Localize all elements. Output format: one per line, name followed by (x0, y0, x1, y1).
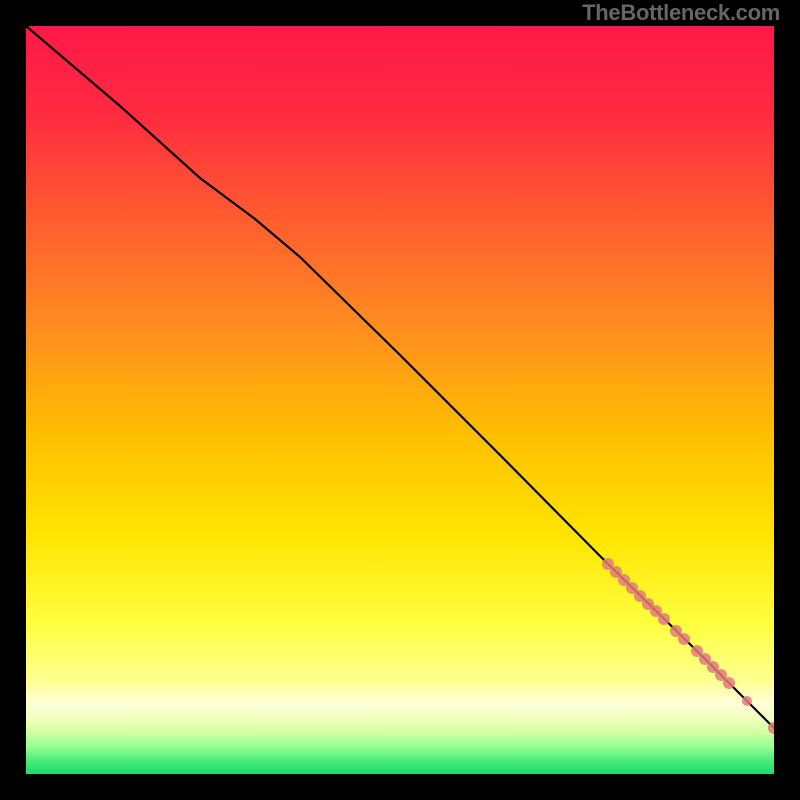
data-marker (723, 677, 735, 689)
watermark-text: TheBottleneck.com (582, 0, 780, 26)
data-marker (742, 696, 752, 706)
data-marker (678, 633, 690, 645)
plot-background (26, 26, 774, 774)
chart-container: TheBottleneck.com (0, 0, 800, 800)
bottleneck-chart (0, 0, 800, 800)
data-marker (658, 613, 670, 625)
